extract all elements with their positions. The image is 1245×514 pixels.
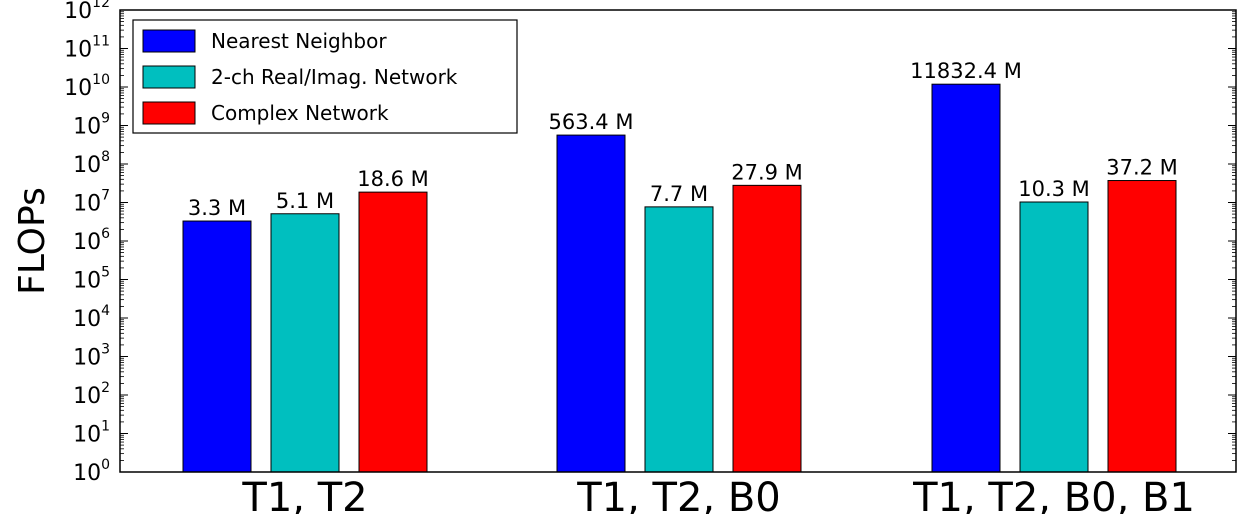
bars-group bbox=[182, 83, 1177, 473]
data-labels-group: 3.3 M 5.1 M 18.6 M 563.4 M 7.7 M 27.9 M 11832.… bbox=[188, 59, 1178, 220]
y-tick-label: 1010 bbox=[64, 72, 110, 101]
bar-two-ch-network bbox=[644, 206, 714, 473]
bar-value-label: 27.9 M bbox=[731, 160, 803, 184]
bar-nearest-neighbor bbox=[556, 134, 626, 473]
bar-complex-network bbox=[732, 184, 802, 473]
y-tick-label: 106 bbox=[73, 226, 110, 255]
x-category-labels: T1, T2 T1, T2, B0 T1, T2, B0, B1 bbox=[241, 475, 1195, 514]
bar-complex-network bbox=[358, 191, 428, 473]
legend-swatch bbox=[142, 65, 196, 89]
legend-label: 2-ch Real/Imag. Network bbox=[211, 65, 458, 89]
legend-label: Complex Network bbox=[211, 101, 389, 125]
y-tick-label: 103 bbox=[73, 342, 110, 371]
y-tick-label: 101 bbox=[73, 419, 110, 448]
y-tick-label: 105 bbox=[73, 265, 110, 294]
bar-value-label: 11832.4 M bbox=[910, 59, 1022, 83]
legend: Nearest Neighbor 2-ch Real/Imag. Network C… bbox=[132, 19, 518, 134]
bar-value-label: 10.3 M bbox=[1018, 177, 1090, 201]
bar-two-ch-network bbox=[270, 213, 340, 473]
bar-value-label: 563.4 M bbox=[549, 110, 634, 134]
bar-value-label: 37.2 M bbox=[1106, 156, 1178, 180]
y-tick-label: 100 bbox=[73, 457, 110, 486]
legend-box bbox=[132, 19, 518, 134]
y-axis-label: FLOPs bbox=[12, 187, 53, 295]
y-tick-label: 1011 bbox=[64, 34, 110, 63]
bar-value-label: 5.1 M bbox=[276, 189, 334, 213]
plot-frame bbox=[119, 9, 1237, 473]
bar-two-ch-network bbox=[1019, 201, 1089, 473]
y-tick-label: 104 bbox=[73, 303, 110, 332]
bar-nearest-neighbor bbox=[931, 83, 1001, 473]
y-tick-label: 107 bbox=[73, 188, 110, 217]
bar-value-label: 3.3 M bbox=[188, 196, 246, 220]
y-tick-labels: 100 101 102 103 104 105 106 107 108 109 1010 1011 10… bbox=[64, 0, 110, 486]
legend-swatch bbox=[142, 29, 196, 53]
bar-nearest-neighbor bbox=[182, 220, 252, 473]
bar-complex-network bbox=[1107, 180, 1177, 473]
y-tick-label: 1012 bbox=[64, 0, 110, 24]
legend-swatch bbox=[142, 101, 196, 125]
y-tick-label: 102 bbox=[73, 380, 110, 409]
x-category-label: T1, T2, B0, B1 bbox=[912, 475, 1195, 514]
x-category-label: T1, T2, B0 bbox=[576, 475, 781, 514]
y-tick-label: 109 bbox=[73, 111, 110, 140]
y-tick-label: 108 bbox=[73, 149, 110, 178]
legend-label: Nearest Neighbor bbox=[211, 29, 387, 53]
bar-value-label: 7.7 M bbox=[650, 182, 708, 206]
bar-value-label: 18.6 M bbox=[357, 167, 429, 191]
x-category-label: T1, T2 bbox=[241, 475, 367, 514]
